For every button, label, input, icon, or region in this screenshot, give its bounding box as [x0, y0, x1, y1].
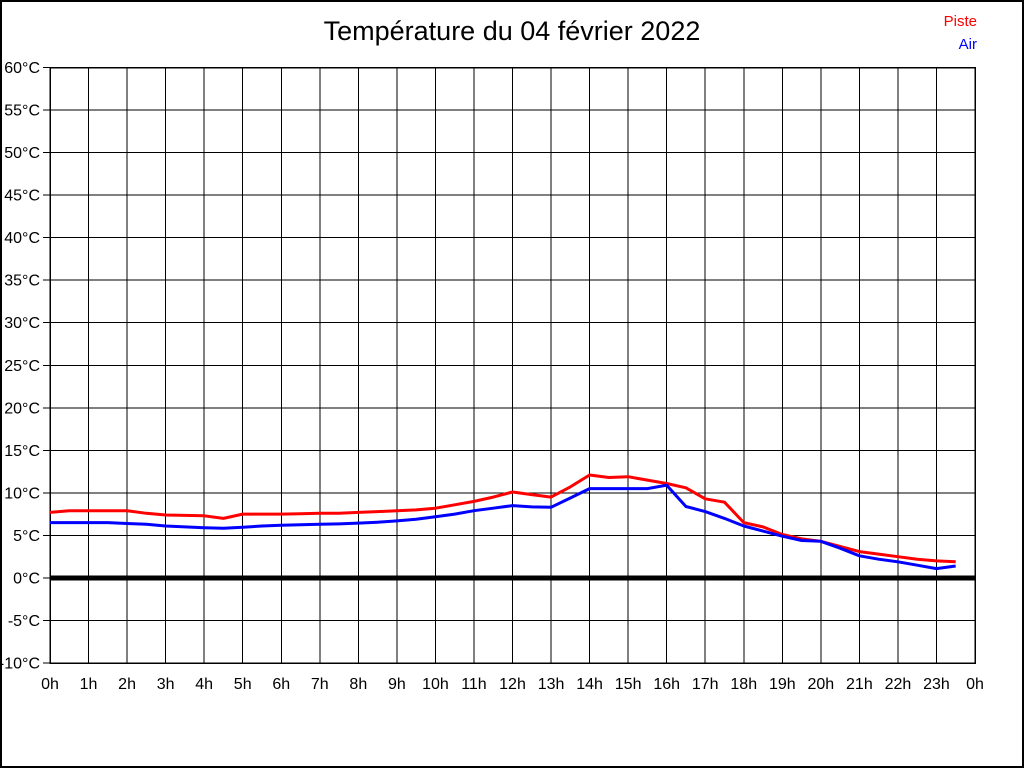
- y-axis-tick-label: 30°C: [4, 315, 40, 332]
- x-axis-tick-label: 23h: [923, 676, 950, 693]
- chart-title: Température du 04 février 2022: [323, 16, 701, 46]
- x-axis-tick-label: 12h: [499, 676, 526, 693]
- y-axis-tick-label: -5°C: [8, 613, 40, 630]
- y-axis-tick-label: 50°C: [4, 145, 40, 162]
- x-axis-tick-label: 0h: [41, 676, 59, 693]
- y-axis-tick-label: 40°C: [4, 230, 40, 247]
- x-axis-tick-label: 9h: [388, 676, 406, 693]
- plot-frame: [49, 66, 976, 664]
- x-axis-tick-label: 16h: [653, 676, 680, 693]
- x-axis-tick-label: 4h: [195, 676, 213, 693]
- x-axis-tick-label: 14h: [576, 676, 603, 693]
- y-axis-tick-label: 0°C: [13, 570, 40, 587]
- x-axis-tick-label: 0h: [966, 676, 984, 693]
- legend: Piste Air: [944, 10, 977, 56]
- x-axis-tick-label: 7h: [311, 676, 329, 693]
- legend-item-air: Air: [958, 36, 977, 53]
- y-axis-tick-label: -10°C: [0, 656, 40, 673]
- x-axis-tick-label: 19h: [769, 676, 796, 693]
- x-axis-tick-label: 8h: [349, 676, 367, 693]
- y-axis-tick-label: 5°C: [13, 528, 40, 545]
- x-axis-tick-label: 22h: [885, 676, 912, 693]
- y-axis-tick-label: 35°C: [4, 273, 40, 290]
- legend-item-piste: Piste: [943, 13, 977, 30]
- x-axis-tick-label: 3h: [157, 676, 175, 693]
- y-axis-tick-label: 15°C: [4, 443, 40, 460]
- y-axis-tick-label: 60°C: [4, 60, 40, 77]
- series-line-piste: [49, 473, 956, 564]
- y-axis-tick-label: 25°C: [4, 358, 40, 375]
- x-axis-tick-label: 11h: [461, 676, 487, 693]
- x-axis-tick-label: 13h: [538, 676, 565, 693]
- x-axis-tick-label: 1h: [80, 676, 98, 693]
- x-axis-tick-label: 20h: [807, 676, 834, 693]
- x-axis-tick-label: 10h: [422, 676, 449, 693]
- y-axis-tick-label: 10°C: [4, 485, 40, 502]
- y-axis-tick-label: 20°C: [4, 400, 40, 417]
- x-axis-tick-label: 5h: [234, 676, 252, 693]
- x-axis-tick-label: 17h: [692, 676, 719, 693]
- x-axis-tick-label: 2h: [118, 676, 136, 693]
- x-axis-tick-label: 15h: [615, 676, 642, 693]
- y-axis-tick-label: 45°C: [4, 188, 40, 205]
- x-axis-tick-label: 6h: [272, 676, 290, 693]
- y-axis-tick-label: 55°C: [4, 103, 40, 120]
- x-axis-tick-label: 18h: [730, 676, 757, 693]
- x-axis-tick-label: 21h: [846, 676, 873, 693]
- series-line-air: [50, 483, 956, 571]
